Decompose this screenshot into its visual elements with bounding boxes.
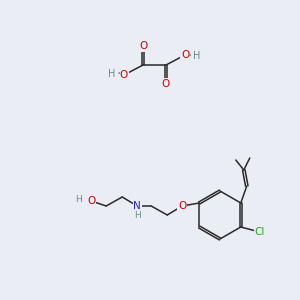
Text: H: H xyxy=(134,212,141,220)
Text: N: N xyxy=(133,201,141,211)
Text: O: O xyxy=(178,201,186,211)
Text: O: O xyxy=(87,196,95,206)
Text: O: O xyxy=(120,70,128,80)
Text: H: H xyxy=(75,194,82,203)
Text: O: O xyxy=(181,50,189,60)
Text: H: H xyxy=(193,51,201,61)
Text: O: O xyxy=(162,79,170,89)
Text: ·: · xyxy=(117,67,121,81)
Text: ·: · xyxy=(188,49,192,63)
Text: Cl: Cl xyxy=(255,227,265,237)
Text: O: O xyxy=(139,41,147,51)
Text: H: H xyxy=(108,69,116,79)
